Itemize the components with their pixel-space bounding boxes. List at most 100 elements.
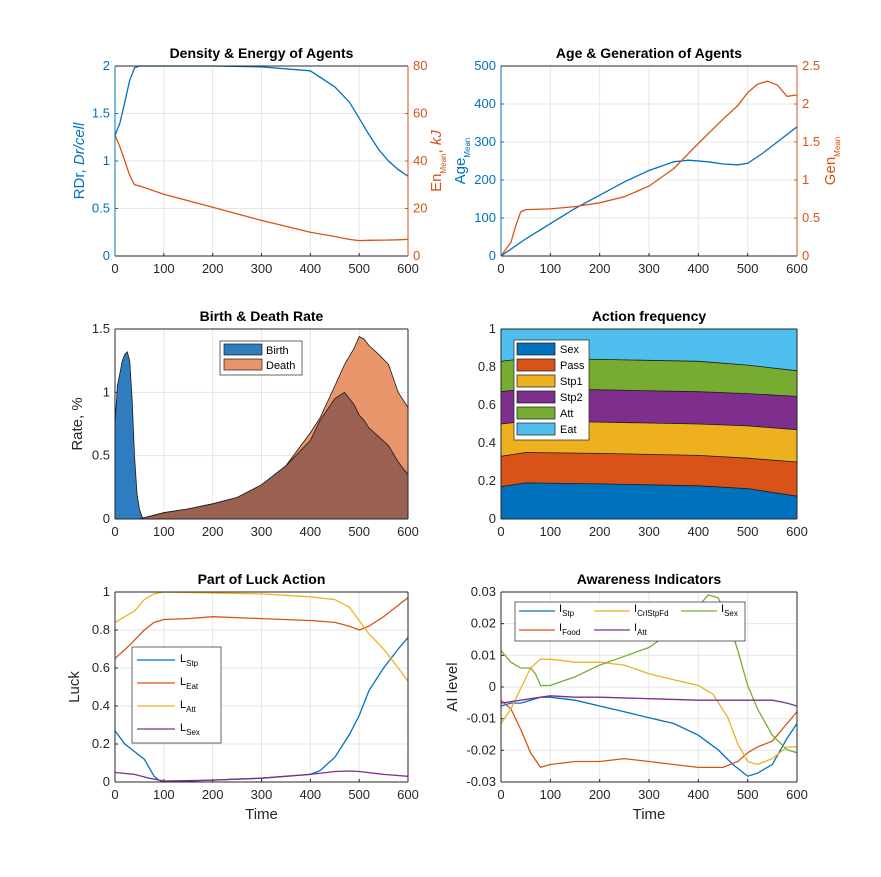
legend-label-pass: Pass [560,360,585,372]
y-right-tick-label: 0 [413,248,420,263]
series-line-iatt [500,695,798,707]
x-tick-label: 200 [589,524,611,539]
y-right-tick-label: 2 [802,96,809,111]
y-tick-label: -0.02 [466,742,496,757]
y-axis-label: AI level [444,662,461,711]
y-tick-label: 0.01 [471,647,496,662]
legend-swatch-att [516,406,556,420]
area-edge-overlap [139,391,409,520]
x-tick-label: 200 [202,261,224,276]
y-tick-label: -0.01 [466,711,496,726]
y-tick-label: 200 [474,172,496,187]
x-tick-label: 500 [348,524,370,539]
y-axis-label-left: AgeMean [452,138,472,185]
y-tick-label: 1 [103,584,110,599]
label-part: En [428,174,445,192]
legend-label: ICrlStpFd [634,603,669,618]
x-tick-label: 300 [638,261,660,276]
x-tick-label: 600 [397,261,419,276]
y-tick-label: 0 [103,774,110,789]
legend-label-base: L [180,699,186,711]
legend-label-sub: Sex [724,609,738,618]
y-tick-label: 0.5 [92,201,110,216]
label-part: Age [452,158,469,185]
y-tick-label: 0.8 [92,622,110,637]
label-part: , [428,145,445,153]
x-tick-label: 200 [589,787,611,802]
legend-swatch-eat [516,422,556,436]
x-tick-label: 500 [737,261,759,276]
x-tick-label: 600 [786,524,808,539]
x-tick-label: 200 [202,787,224,802]
y-axis-label: Luck [66,671,83,703]
legend-swatch-stp2 [516,390,556,404]
y-tick-label: 0.2 [478,473,496,488]
y-right-tick-label: 60 [413,106,427,121]
y-tick-label: 0.03 [471,584,496,599]
chart-title: Action frequency [592,308,707,324]
x-tick-label: 300 [638,787,660,802]
legend-label-base: I [559,603,562,615]
legend-label-base: I [634,603,637,615]
legend-label-stp2: Stp2 [560,392,583,404]
legend-label: IFood [559,622,580,637]
chart-title: Awareness Indicators [577,571,722,587]
legend-box [131,646,222,744]
chart-birth-death: 0 100 200 300 400 500 600 0 0.5 1 1.5 Birth & Death… [69,308,419,539]
x-tick-label: 500 [737,787,759,802]
legend-swatch-sex [516,342,556,356]
label-part: Dr/cell [71,122,88,165]
legend-label-base: L [180,676,186,688]
legend-label-sub: Sex [186,728,200,737]
label-part: Mean [833,137,842,157]
x-axis-label: Time [245,806,278,823]
y-tick-label: 0 [103,511,110,526]
series-line-lsex [114,770,409,782]
y-tick-label: 0 [489,248,496,263]
y-right-tick-label: 40 [413,153,427,168]
chart-title: Part of Luck Action [198,571,326,587]
chart-awareness-indicators: 0 100 200 300 400 500 600 -0.03 -0.02 -0.01 0 0.01 0… [444,571,808,823]
x-tick-label: 500 [348,787,370,802]
chart-density-energy: 0 100 200 300 400 500 60000.511.52020406080Den… [71,45,448,276]
series-line-ifood [500,699,798,769]
legend-label-base: I [721,603,724,615]
x-tick-label: 100 [539,787,561,802]
y-right-tick-label: 20 [413,201,427,216]
y-tick-label: 0.6 [478,397,496,412]
x-tick-label: 0 [111,261,118,276]
y-tick-label: 1 [103,153,110,168]
y-tick-label: 500 [474,58,496,73]
y-right-tick-label: 1.5 [802,134,820,149]
x-tick-label: 200 [589,261,611,276]
legend: Sex Pass Stp1 Stp2 Att Eat [513,339,590,441]
legend-label: LStp [180,653,199,668]
legend-box [514,601,746,642]
chart-title: Birth & Death Rate [200,308,324,324]
legend-label-sub: CrlStpFd [637,609,669,618]
legend-label: IStp [559,603,575,618]
legend-label-base: L [180,722,186,734]
series-line-latt [114,591,409,682]
y-tick-label: -0.03 [466,774,496,789]
y-tick-label: 1.5 [92,106,110,121]
chart-action-frequency: 0 100 200 300 400 500 600 0 0.2 0.4 0.6 0.8 1 Action … [478,308,808,539]
x-tick-label: 100 [539,261,561,276]
chart-title: Age & Generation of Agents [556,45,742,61]
legend-label-sub: Stp [562,609,575,618]
label-part: RDr, [71,165,88,199]
legend-swatch-pass [516,358,556,372]
x-tick-label: 400 [687,524,709,539]
y-tick-label: 0.4 [478,435,496,450]
x-tick-label: 600 [397,524,419,539]
legend-label-sex: Sex [560,344,579,356]
x-tick-label: 0 [111,524,118,539]
x-tick-label: 300 [638,524,660,539]
label-part: kJ [428,130,445,146]
x-tick-label: 400 [299,524,321,539]
x-tick-label: 400 [299,261,321,276]
y-tick-label: 1 [489,321,496,336]
legend-label-base: I [559,622,562,634]
legend-label: IAtt [634,622,648,637]
